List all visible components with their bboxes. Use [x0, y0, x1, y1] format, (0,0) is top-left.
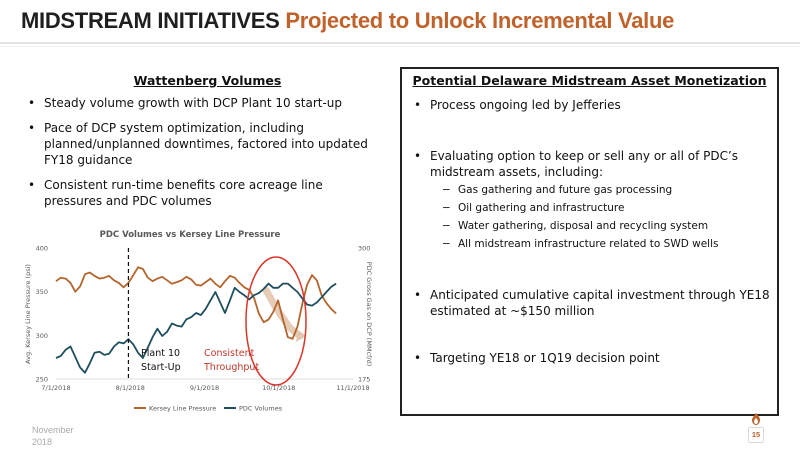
- title-divider-shadow: [0, 46, 800, 47]
- wattenberg-heading: Wattenberg Volumes: [133, 73, 282, 88]
- title-highlight: Projected to Unlock Incremental Value: [285, 8, 675, 33]
- y-right-tick-label: 300: [358, 245, 370, 253]
- bullet-item: Process ongoing led by Jefferies: [414, 97, 770, 113]
- x-tick-label: 10/1/2018: [262, 384, 295, 392]
- footer-date: November 2018: [32, 424, 92, 448]
- decline-arrowhead: [296, 330, 306, 342]
- highlight-circle: [245, 256, 307, 386]
- series-line-pdc-volumes: [55, 282, 337, 374]
- sub-bullet-item: Oil gathering and infrastructure: [442, 200, 798, 216]
- sub-bullet-item: All midstream infrastructure related to …: [442, 236, 798, 252]
- bullet-item: Evaluating option to keep or sell any or…: [414, 148, 770, 180]
- y-left-tick-label: 250: [36, 376, 48, 384]
- legend-label-volumes: PDC Volumes: [239, 405, 283, 413]
- y-axis-left-ticks: 250 300 350 400: [36, 245, 48, 384]
- x-tick-label: 11/1/2018: [336, 384, 369, 392]
- x-tick-label: 7/1/2018: [41, 384, 70, 392]
- page-title: MIDSTREAM INITIATIVES Projected to Unloc…: [21, 8, 674, 34]
- plant-label-line2: Start-Up: [141, 362, 181, 373]
- decline-arrow: [262, 286, 304, 340]
- plant-label-line1: Plant 10: [141, 348, 180, 359]
- x-tick-label: 9/1/2018: [190, 384, 219, 392]
- title-main: MIDSTREAM INITIATIVES: [21, 8, 280, 33]
- delaware-heading: Potential Delaware Midstream Asset Monet…: [412, 73, 767, 88]
- y-axis-left-label: Avg. Kersey Line Pressure (psi): [24, 264, 32, 364]
- bullet-item: Anticipated cumulative capital investmen…: [414, 287, 770, 319]
- footer-date-line1: November: [32, 425, 74, 435]
- chart-title: PDC Volumes vs Kersey Line Pressure: [100, 230, 281, 240]
- series-line-kersey-pressure: [55, 266, 337, 340]
- series-lines: [55, 266, 337, 374]
- sub-bullet-item: Water gathering, disposal and recycling …: [442, 218, 798, 234]
- volumes-pressure-chart: PDC Volumes vs Kersey Line Pressure 250 3…: [24, 230, 373, 413]
- company-flame-icon: [752, 413, 760, 425]
- throughput-label-line1: Consistent: [204, 348, 255, 359]
- y-left-tick-label: 300: [36, 332, 48, 340]
- x-axis-ticks: 7/1/2018 8/1/2018 9/1/2018 10/1/2018 11/1/20…: [41, 384, 369, 392]
- bullet-item: Targeting YE18 or 1Q19 decision point: [414, 350, 770, 366]
- wattenberg-bullets: Steady volume growth with DCP Plant 10 s…: [28, 95, 378, 218]
- page-number: 15: [748, 427, 764, 443]
- footer-date-line2: 2018: [32, 437, 53, 447]
- bullet-item: Pace of DCP system optimization, includi…: [28, 120, 378, 168]
- y-axis-right-label: PDC Gross Gas on DCP (MMcf/d): [365, 262, 373, 367]
- sub-bullet-item: Gas gathering and future gas processing: [442, 182, 798, 198]
- legend: Kersey Line Pressure PDC Volumes: [134, 405, 283, 413]
- throughput-label-line2: Throughput: [203, 362, 259, 373]
- y-right-tick-label: 175: [358, 376, 370, 384]
- legend-label-pressure: Kersey Line Pressure: [149, 405, 216, 413]
- y-left-tick-label: 350: [36, 288, 48, 296]
- title-divider: [0, 42, 800, 44]
- y-axis-right-ticks: 175 300: [358, 245, 370, 384]
- bullet-item: Steady volume growth with DCP Plant 10 s…: [28, 95, 378, 111]
- bullet-item: Consistent run-time benefits core acreag…: [28, 177, 378, 209]
- y-left-tick-label: 400: [36, 245, 48, 253]
- x-tick-label: 8/1/2018: [116, 384, 145, 392]
